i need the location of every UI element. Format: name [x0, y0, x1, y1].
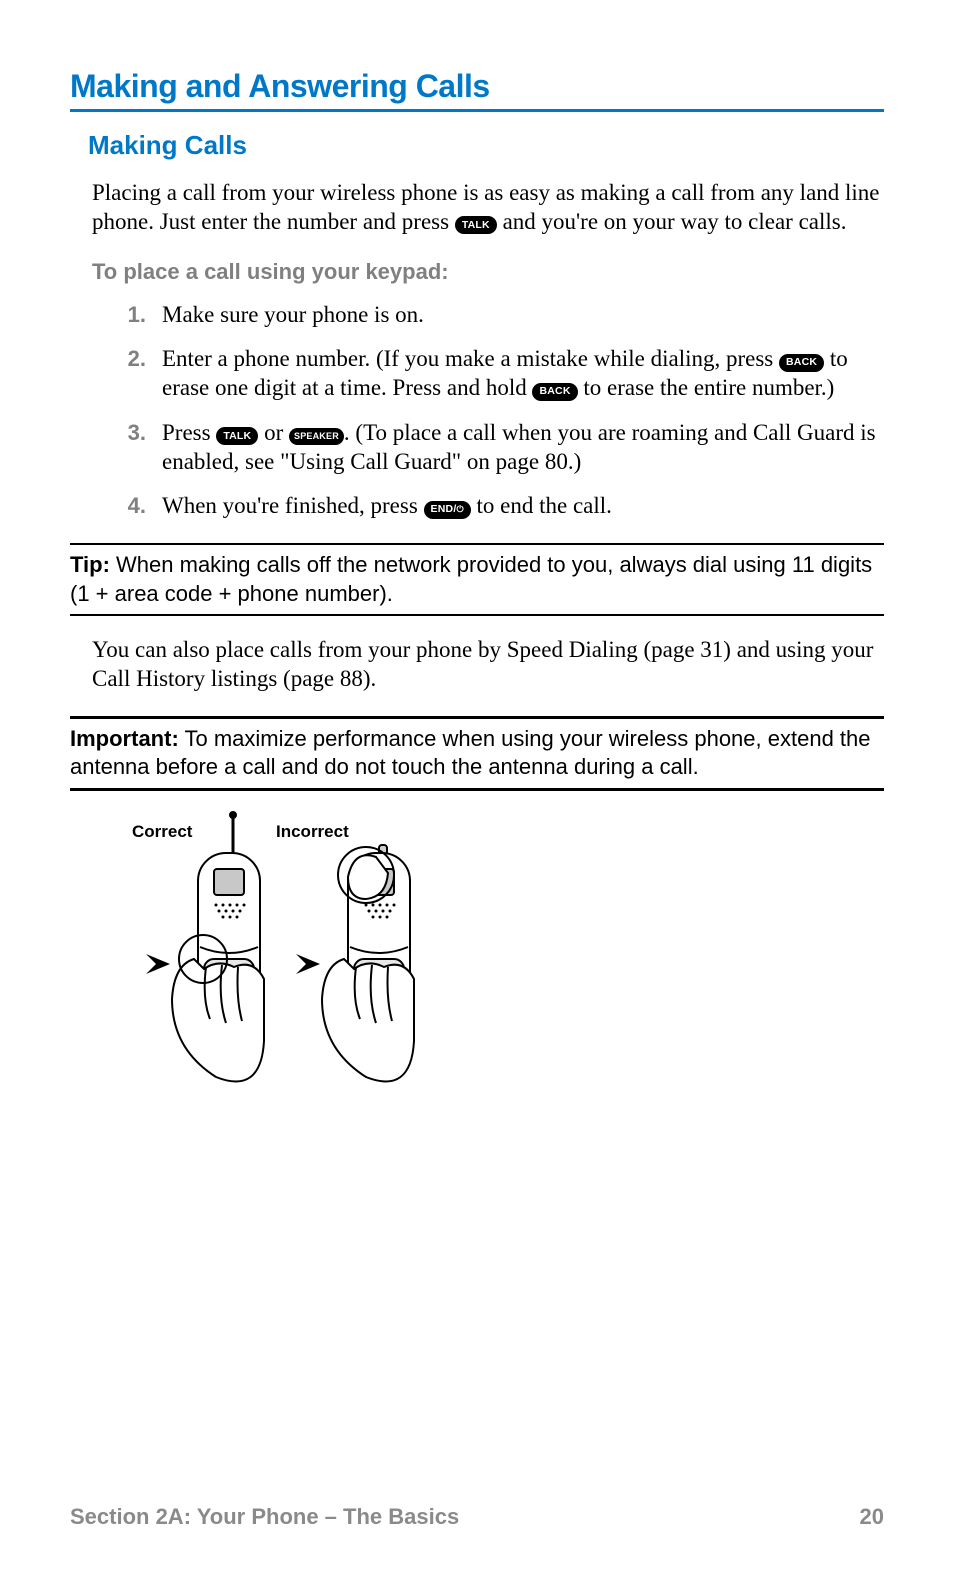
step-text: to end the call. — [471, 493, 612, 518]
important-text: To maximize performance when using your … — [70, 726, 871, 780]
step-number: 4. — [118, 492, 146, 521]
talk-button-icon: TALK — [455, 216, 497, 234]
step-number: 1. — [118, 301, 146, 330]
step-text: Press — [162, 420, 216, 445]
label-incorrect: Incorrect — [276, 822, 349, 841]
step-body: When you're finished, press END/⏻ to end… — [162, 492, 884, 521]
step-text: to erase the entire number.) — [578, 375, 835, 400]
back-button-icon: BACK — [532, 383, 577, 401]
important-label: Important: — [70, 726, 179, 751]
intro-text-2: and you're on your way to clear calls. — [503, 209, 847, 234]
step-text: When you're finished, press — [162, 493, 424, 518]
antenna-svg: Correct Incorrect — [86, 809, 446, 1099]
tip-box: Tip: When making calls off the network p… — [70, 551, 884, 608]
tip-text: When making calls off the network provid… — [70, 552, 872, 606]
step-text: Enter a phone number. (If you make a mis… — [162, 346, 779, 371]
steps-list: 1. Make sure your phone is on. 2. Enter a p… — [118, 301, 884, 522]
step-body: Press TALK or SPEAKER. (To place a call … — [162, 419, 884, 477]
section-subheading: Making Calls — [88, 130, 884, 161]
page-title: Making and Answering Calls — [70, 68, 884, 105]
tip-label: Tip: — [70, 552, 110, 577]
step-body: Enter a phone number. (If you make a mis… — [162, 345, 884, 403]
step-row: 1. Make sure your phone is on. — [118, 301, 884, 330]
phone-correct — [146, 812, 264, 1082]
task-label: To place a call using your keypad: — [92, 259, 884, 285]
footer-section: Section 2A: Your Phone – The Basics — [70, 1504, 459, 1530]
step-row: 4. When you're finished, press END/⏻ to e… — [118, 492, 884, 521]
step-text: Make sure your phone is on. — [162, 302, 424, 327]
back-button-icon: BACK — [779, 354, 824, 372]
phone-incorrect — [296, 845, 414, 1082]
talk-button-icon: TALK — [216, 427, 258, 445]
step-text: or — [258, 420, 289, 445]
step-row: 2. Enter a phone number. (If you make a m… — [118, 345, 884, 403]
footer-page-number: 20 — [860, 1504, 884, 1530]
important-rule-bottom — [70, 788, 884, 791]
important-rule-top — [70, 716, 884, 719]
inter-paragraph: You can also place calls from your phone… — [92, 636, 884, 694]
intro-paragraph: Placing a call from your wireless phone … — [92, 179, 884, 237]
tip-rule-bottom — [70, 614, 884, 616]
step-number: 3. — [118, 419, 146, 477]
end-button-icon: END/⏻ — [424, 501, 471, 519]
important-box: Important: To maximize performance when … — [70, 725, 884, 782]
tip-rule-top — [70, 543, 884, 545]
step-row: 3. Press TALK or SPEAKER. (To place a cal… — [118, 419, 884, 477]
step-body: Make sure your phone is on. — [162, 301, 884, 330]
title-rule — [70, 109, 884, 112]
page-footer: Section 2A: Your Phone – The Basics 20 — [70, 1504, 884, 1530]
label-correct: Correct — [132, 822, 193, 841]
speaker-button-icon: SPEAKER — [289, 428, 344, 445]
step-number: 2. — [118, 345, 146, 403]
antenna-figure: Correct Incorrect — [86, 809, 884, 1104]
